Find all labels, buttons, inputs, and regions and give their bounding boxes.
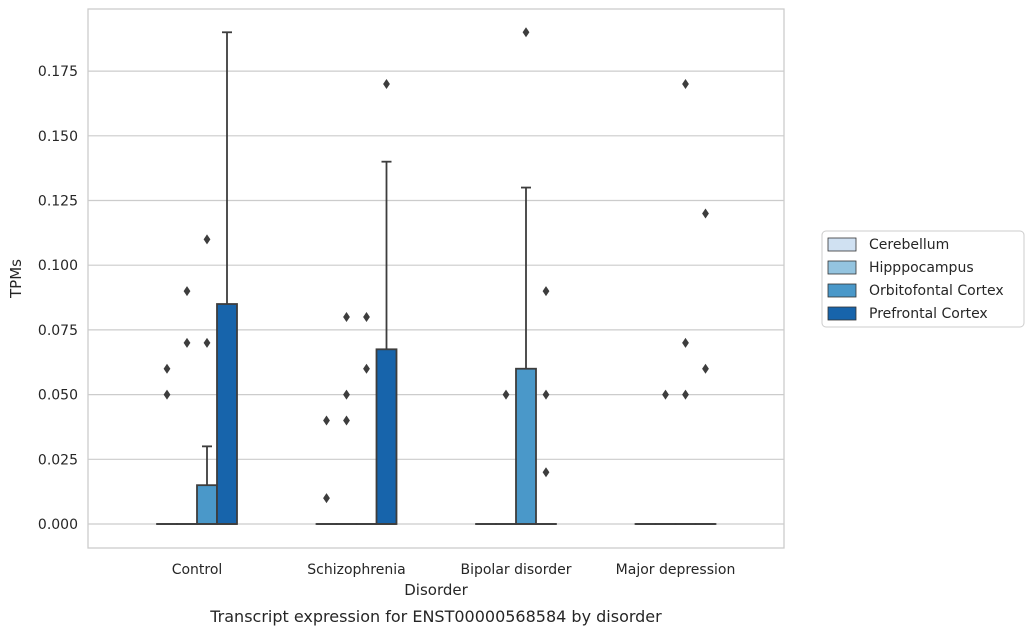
outlier-point: [203, 234, 211, 245]
outlier-point: [163, 389, 171, 400]
box-3: [375, 79, 398, 525]
outlier-point: [662, 389, 669, 400]
box-0: [156, 363, 178, 525]
legend-item: Hipppocampus: [827, 260, 974, 276]
category-group: [475, 27, 557, 525]
outlier-point: [702, 363, 709, 374]
outlier-point: [383, 79, 390, 90]
box-1: [335, 311, 358, 525]
category-group: [156, 31, 238, 525]
box-2: [515, 27, 537, 525]
y-tick-label: 0.175: [38, 64, 78, 80]
outlier-point: [542, 389, 550, 400]
y-axis-ticks: 0.000 0.025 0.050 0.075 0.100 0.125 0.150 0.175: [38, 64, 78, 533]
chart-caption: Transcript expression for ENST0000056858…: [209, 607, 662, 626]
box-2: [196, 234, 218, 525]
outlier-point: [363, 363, 370, 374]
x-tick-label: Bipolar disorder: [460, 562, 571, 578]
outlier-point: [183, 286, 191, 297]
box-2: [674, 79, 697, 525]
y-tick-label: 0.000: [38, 517, 78, 533]
box-rect: [515, 367, 537, 525]
legend-swatch: [827, 306, 857, 321]
legend-swatch: [827, 283, 857, 298]
box-rect: [375, 348, 398, 525]
plot-frame: [87, 8, 785, 549]
outlier-point: [183, 337, 191, 348]
outlier-point: [502, 389, 510, 400]
box-3: [216, 31, 238, 525]
outlier-point: [682, 337, 689, 348]
outlier-point: [363, 311, 370, 322]
outlier-point: [203, 337, 211, 348]
legend-label: Cerebellum: [869, 237, 949, 253]
y-tick-label: 0.150: [38, 129, 78, 145]
y-tick-label: 0.100: [38, 258, 78, 274]
legend-label: Orbitofontal Cortex: [869, 283, 1004, 299]
box-3: [694, 208, 717, 525]
legend-swatch: [827, 260, 857, 275]
outlier-point: [343, 311, 350, 322]
outlier-point: [542, 467, 550, 478]
category-group: [315, 79, 398, 525]
legend-item: Orbitofontal Cortex: [827, 283, 1004, 299]
outlier-point: [682, 389, 689, 400]
outlier-point: [323, 493, 330, 504]
outlier-point: [702, 208, 709, 219]
box-rect: [196, 484, 218, 525]
legend-label: Prefrontal Cortex: [869, 306, 988, 322]
outlier-point: [682, 79, 689, 90]
y-tick-label: 0.075: [38, 323, 78, 339]
legend-box: [821, 230, 1025, 328]
box-3: [535, 286, 557, 525]
x-tick-label: Schizophrenia: [307, 562, 405, 578]
legend-item: Cerebellum: [827, 237, 949, 253]
outlier-point: [343, 389, 350, 400]
y-axis-label: TPMs: [7, 259, 25, 299]
x-axis-ticks: Control Schizophrenia Bipolar disorder Majo…: [172, 562, 736, 578]
category-group: [634, 79, 717, 525]
outlier-point: [323, 415, 330, 426]
outlier-point: [522, 27, 530, 38]
y-tick-label: 0.025: [38, 452, 78, 468]
x-tick-label: Control: [172, 562, 223, 578]
outlier-point: [163, 363, 171, 374]
x-tick-label: Major depression: [616, 562, 736, 578]
legend-item: Prefrontal Cortex: [827, 306, 988, 322]
outlier-point: [542, 286, 550, 297]
y-tick-label: 0.050: [38, 388, 78, 404]
box-rect: [216, 303, 238, 525]
x-axis-label: Disorder: [404, 581, 468, 599]
box-groups: [156, 27, 717, 525]
outlier-point: [343, 415, 350, 426]
legend-label: Hipppocampus: [869, 260, 974, 276]
legend: Cerebellum Hipppocampus Orbitofontal Corte…: [821, 230, 1025, 328]
legend-swatch: [827, 237, 857, 252]
y-tick-label: 0.125: [38, 194, 78, 210]
